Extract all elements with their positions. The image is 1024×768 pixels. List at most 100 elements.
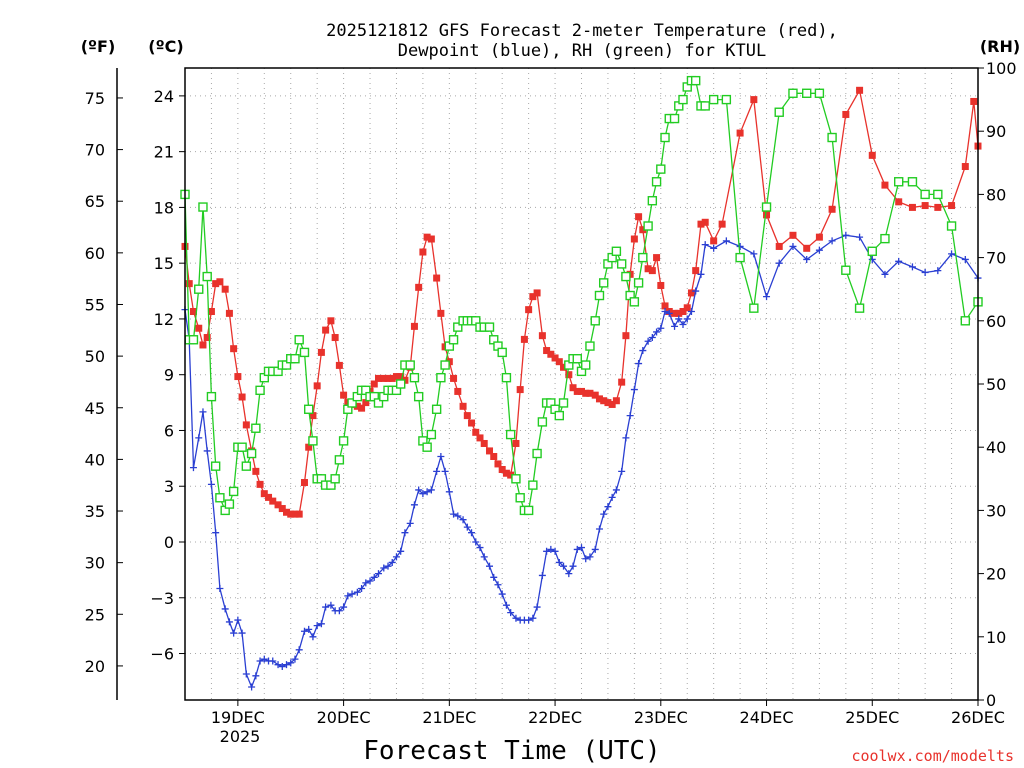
dewpoint-point xyxy=(653,328,661,336)
f-tick-label: 75 xyxy=(85,89,105,108)
rh-point xyxy=(554,410,564,421)
rh-point xyxy=(867,246,877,256)
temperature-point xyxy=(234,373,242,381)
rh-point xyxy=(611,246,622,256)
temperature-point xyxy=(388,374,396,382)
dewpoint-point xyxy=(547,545,555,553)
dewpoint-point xyxy=(600,510,608,518)
dewpoint-point xyxy=(803,255,811,263)
dewpoint-point xyxy=(529,614,537,622)
dewpoint-point xyxy=(234,616,242,624)
dewpoint-point xyxy=(856,233,864,241)
temperature-point xyxy=(569,384,577,392)
temperature-point xyxy=(635,213,643,221)
dewpoint-point xyxy=(679,321,687,329)
rh-point xyxy=(210,461,221,471)
temperature-point xyxy=(427,235,435,243)
dewpoint-point xyxy=(212,529,220,537)
temperature-point xyxy=(856,86,864,94)
rh-point xyxy=(920,189,930,200)
rh-point xyxy=(440,360,450,370)
temperature-point xyxy=(472,428,480,436)
temperature-point xyxy=(203,334,211,342)
dewpoint-point xyxy=(242,670,250,678)
temperature-point xyxy=(480,439,488,447)
dewpoint-point xyxy=(305,625,313,633)
temperature-point xyxy=(908,203,916,211)
temperature-point xyxy=(750,96,758,104)
dewpoint-point xyxy=(450,510,458,518)
dewpoint-point xyxy=(961,255,969,263)
temperature-point xyxy=(305,443,313,451)
dewpoint-point xyxy=(309,633,317,641)
dewpoint-point xyxy=(189,464,197,472)
temperature-point xyxy=(207,308,215,316)
rh-point xyxy=(501,372,512,383)
temperature-point xyxy=(468,419,476,427)
temperature-point xyxy=(498,466,506,474)
dewpoint-point xyxy=(639,347,647,355)
dewpoint-point xyxy=(560,562,568,570)
rh-point xyxy=(251,423,261,433)
plot-frame xyxy=(184,67,979,701)
dewpoint-point xyxy=(410,501,418,509)
dewpoint-point xyxy=(701,241,709,249)
rh-point xyxy=(558,398,569,408)
rh-point xyxy=(946,221,957,231)
rh-point xyxy=(960,316,971,326)
f-tick-label: 35 xyxy=(85,502,105,521)
dewpoint-point xyxy=(260,655,268,663)
dewpoint-point xyxy=(313,622,321,630)
x-tick-label: 21DEC xyxy=(422,708,476,727)
dewpoint-point xyxy=(459,516,467,524)
x-tick-label: 25DEC xyxy=(845,708,899,727)
rh-point xyxy=(515,493,525,503)
temperature-point xyxy=(644,265,652,273)
rh-point xyxy=(537,417,548,427)
dewpoint-point xyxy=(256,657,264,665)
dewpoint-point xyxy=(595,525,603,533)
dewpoint-point xyxy=(468,529,476,537)
rh-point xyxy=(523,505,534,516)
dewpoint-point xyxy=(252,672,260,680)
dewpoint-point xyxy=(525,616,533,624)
f-tick-label: 50 xyxy=(85,347,105,366)
dewpoint-point xyxy=(775,259,783,267)
rh-point xyxy=(721,94,732,105)
temperature-point xyxy=(529,293,537,301)
dewpoint-point xyxy=(626,412,634,420)
temperature-point xyxy=(512,439,520,447)
rh-tick-label: 90 xyxy=(986,122,1006,141)
dewpoint-point xyxy=(543,547,551,555)
rh-point xyxy=(308,436,318,446)
dewpoint-point xyxy=(948,250,956,258)
temperature-point xyxy=(331,334,339,342)
dewpoint-point xyxy=(401,529,409,537)
c-tick-label: 3 xyxy=(164,477,174,496)
rh-point xyxy=(660,132,670,143)
dewpoint-point xyxy=(687,308,695,316)
temperature-point xyxy=(934,203,942,211)
temperature-point xyxy=(763,211,771,219)
temperature-point xyxy=(287,510,295,518)
f-tick-label: 70 xyxy=(85,141,105,160)
rh-tick-label: 100 xyxy=(986,59,1017,78)
temperature-point xyxy=(283,508,291,516)
dewpoint-point xyxy=(630,386,638,394)
dewpoint-point xyxy=(665,309,673,317)
dewpoint-point xyxy=(344,592,352,600)
rh-point xyxy=(643,221,653,231)
dewpoint-point xyxy=(384,562,392,570)
c-tick-label: 9 xyxy=(164,366,174,385)
rh-point xyxy=(749,303,759,313)
temperature-point xyxy=(256,480,264,488)
dewpoint-point xyxy=(578,544,585,552)
temperature-point xyxy=(648,267,656,275)
rh-point xyxy=(188,335,199,345)
temperature-point xyxy=(423,233,431,241)
temperature-point xyxy=(789,231,797,239)
rh-point xyxy=(338,436,349,446)
temperature-point xyxy=(591,391,599,399)
dewpoint-point xyxy=(722,237,730,245)
